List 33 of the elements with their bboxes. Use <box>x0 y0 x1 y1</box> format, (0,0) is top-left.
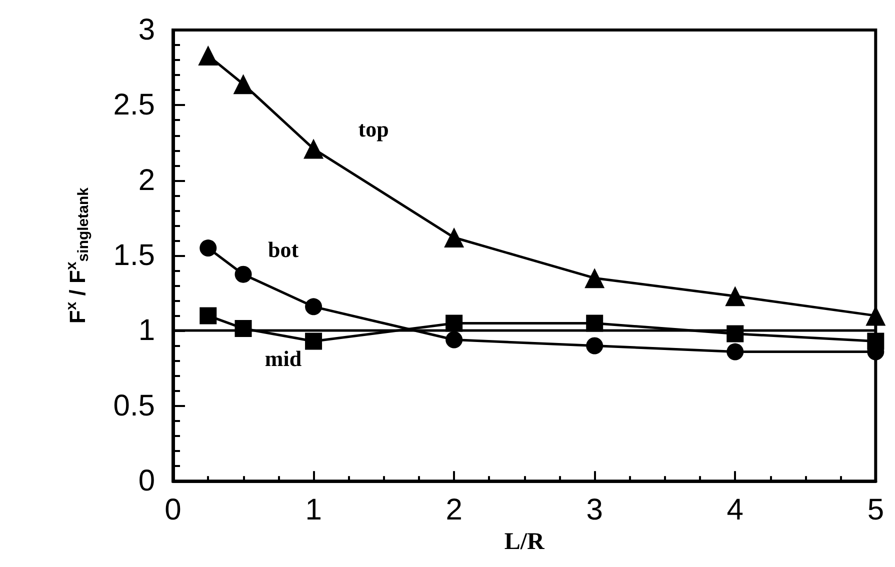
y-tick-label: 1 <box>138 314 155 348</box>
point <box>234 266 252 283</box>
x-axis-title: L/R <box>504 529 545 555</box>
y-tick-label: 2 <box>138 164 155 197</box>
point <box>584 268 605 288</box>
point <box>444 228 464 248</box>
point <box>233 74 254 94</box>
y-tick-label: 2.5 <box>113 88 155 122</box>
y-tick-label: 1.5 <box>113 239 155 272</box>
x-tick-label: 2 <box>446 494 462 527</box>
point <box>725 286 746 306</box>
point <box>867 332 884 350</box>
point <box>305 298 322 316</box>
point <box>200 240 217 257</box>
x-tick-label: 5 <box>867 494 884 527</box>
point <box>726 343 744 360</box>
point <box>446 331 463 348</box>
y-tick-label: 0.5 <box>113 389 155 422</box>
x-tick-label: 3 <box>586 494 603 527</box>
point <box>198 46 218 66</box>
series-label: top <box>358 116 389 142</box>
point <box>305 332 322 350</box>
x-tick-label: 0 <box>164 494 182 527</box>
point <box>586 337 604 354</box>
series-label: mid <box>264 346 302 371</box>
y-tick-label: 0 <box>138 464 155 498</box>
x-tick-label: 1 <box>305 494 322 527</box>
series-label: bot <box>268 236 300 262</box>
y-tick-label: 3 <box>138 14 155 46</box>
point <box>200 307 217 324</box>
point <box>304 138 324 159</box>
y-axis-title: Fx / Fxsingletank <box>63 186 92 324</box>
x-tick-label: 4 <box>726 494 744 527</box>
